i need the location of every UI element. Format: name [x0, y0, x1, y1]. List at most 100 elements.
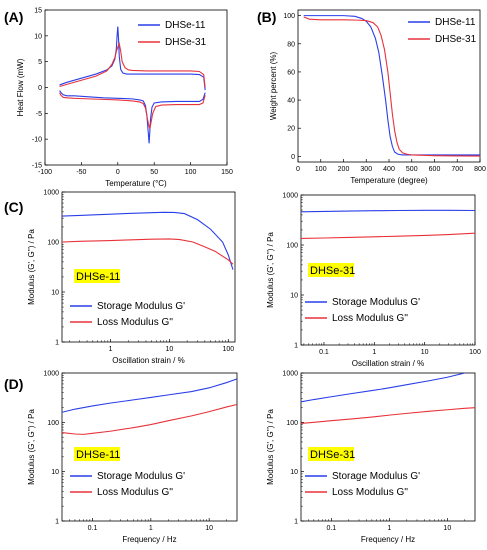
y-tick-label: 1000 — [43, 371, 59, 378]
x-tick-label: 0 — [116, 169, 120, 176]
y-tick-label: 20 — [287, 126, 295, 133]
series-line-storage-modulus-g- — [62, 378, 237, 413]
y-tick-label: 1000 — [282, 193, 298, 200]
series-line-dhse-31 — [59, 41, 206, 88]
y-axis-label: Modulus (G', G'') / Pa — [27, 229, 36, 305]
panel-A: (A)-100 -50 0 50 100 150-15-10-5051015Tempera… — [4, 8, 233, 189]
x-axis-label: Temperature (degree) — [350, 176, 428, 185]
series-line-storage-modulus-g- — [301, 373, 468, 403]
legend-label: DHSe-31 — [165, 37, 207, 48]
panel-D2: 0.1 1 10 1 10 100 1000 Frequency / Hz Modulus (G… — [266, 371, 476, 544]
panel-B: (B) 0 100 200 300 400 500 600 700 800 0 20 40 60 80 100… — [257, 9, 486, 185]
y-tick-label: 100 — [286, 243, 298, 250]
panel-C1: (C) 1 10 100 1 10 100 1000 Oscillation strain / … — [4, 190, 236, 365]
sample-badge-bg — [74, 269, 120, 283]
y-tick-label: 1000 — [282, 371, 298, 378]
x-tick-label: 0.1 — [326, 525, 336, 532]
series-line-storage-modulus-g- — [62, 211, 234, 270]
series-line-loss-modulus-g- — [301, 232, 475, 240]
x-tick-label: 100 — [222, 346, 234, 353]
y-tick-label: 10 — [290, 293, 298, 300]
y-tick-label: 5 — [38, 59, 42, 66]
panel-letter: (C) — [4, 199, 23, 215]
x-tick-label: 10 — [166, 346, 174, 353]
series-line-loss-modulus-g- — [301, 407, 475, 424]
sample-badge: DHSe-11 — [76, 271, 120, 283]
sample-badge: DHSe-31 — [310, 265, 355, 277]
sample-badge-bg — [308, 447, 354, 461]
plot-frame — [300, 372, 476, 522]
y-tick-label: 10 — [51, 290, 59, 297]
y-tick-label: 100 — [283, 13, 295, 20]
series-line-dhse-31 — [303, 16, 480, 157]
y-axis-label: Weight percent (%) — [269, 52, 278, 121]
legend-label: Loss Modulus G'' — [97, 487, 173, 498]
sample-badge-bg — [308, 263, 354, 277]
y-tick-label: -10 — [32, 137, 42, 144]
x-axis-label: Temperature (°C) — [105, 179, 167, 188]
panel-letter: (B) — [257, 9, 276, 25]
y-tick-label: 80 — [287, 41, 295, 48]
series-line-storage-modulus-g- — [301, 209, 475, 213]
y-tick-label: 1 — [294, 519, 298, 526]
legend-label: Loss Modulus G'' — [332, 313, 408, 324]
sample-badge-bg — [74, 447, 120, 461]
sample-badge: DHSe-31 — [310, 449, 355, 461]
x-tick-label: 600 — [429, 166, 441, 173]
x-axis-label: Frequency / Hz — [361, 535, 415, 544]
y-tick-label: 15 — [34, 8, 42, 15]
x-tick-label: 700 — [451, 166, 463, 173]
legend-label: DHSe-31 — [435, 34, 477, 45]
plot-frame — [300, 194, 476, 346]
legend-label: DHSe-11 — [435, 17, 476, 28]
x-tick-label: 10 — [421, 349, 429, 356]
x-tick-label: 0.1 — [319, 349, 329, 356]
x-tick-label: 100 — [185, 169, 197, 176]
y-tick-label: 10 — [51, 469, 59, 476]
x-axis-label: Frequency / Hz — [122, 535, 176, 544]
x-tick-label: 0 — [296, 166, 300, 173]
legend-label: Storage Modulus G' — [332, 297, 420, 308]
x-tick-label: -50 — [76, 169, 86, 176]
plot-frame — [61, 191, 236, 343]
x-tick-label: 1 — [387, 525, 391, 532]
x-tick-label: 10 — [205, 525, 213, 532]
y-tick-label: 1 — [294, 343, 298, 350]
x-tick-label: 1 — [149, 525, 153, 532]
y-axis-label: Modulus (G', G'') / Pa — [266, 232, 275, 308]
y-tick-label: 40 — [287, 98, 295, 105]
legend-label: DHSe-11 — [165, 20, 206, 31]
y-tick-label: -5 — [36, 111, 42, 118]
y-tick-label: 100 — [286, 420, 298, 427]
x-tick-label: 50 — [150, 169, 158, 176]
x-tick-label: 800 — [474, 166, 486, 173]
y-tick-label: 1 — [55, 519, 59, 526]
series-line-dhse-11 — [59, 26, 206, 91]
x-tick-label: 400 — [383, 166, 395, 173]
x-tick-label: 1 — [372, 349, 376, 356]
panel-letter: (A) — [4, 9, 23, 25]
y-tick-label: 100 — [47, 240, 59, 247]
y-tick-label: 1000 — [43, 190, 59, 197]
legend-label: Loss Modulus G'' — [332, 487, 408, 498]
y-axis-label: Modulus (G', G'') / Pa — [266, 409, 275, 485]
x-tick-label: 1 — [109, 346, 113, 353]
y-tick-label: 0 — [38, 85, 42, 92]
x-tick-label: 10 — [443, 525, 451, 532]
x-axis-label: Oscillation strain / % — [112, 356, 184, 365]
x-tick-label: 150 — [221, 169, 233, 176]
panel-D1: (D) 0.1 1 10 1 10 100 1000 Frequency / Hz Modulus… — [4, 371, 238, 544]
legend-label: Storage Modulus G' — [97, 471, 185, 482]
panel-letter: (D) — [4, 376, 23, 392]
y-tick-label: 0 — [291, 154, 295, 161]
plot-frame — [61, 372, 238, 522]
y-tick-label: 10 — [290, 469, 298, 476]
sample-badge: DHSe-11 — [76, 449, 120, 461]
y-tick-label: 10 — [34, 33, 42, 40]
legend-label: Storage Modulus G' — [97, 301, 185, 312]
x-tick-label: -100 — [38, 169, 52, 176]
y-tick-label: 1 — [55, 340, 59, 347]
x-tick-label: 0.1 — [88, 525, 98, 532]
series-line-loss-modulus-g- — [62, 403, 237, 435]
